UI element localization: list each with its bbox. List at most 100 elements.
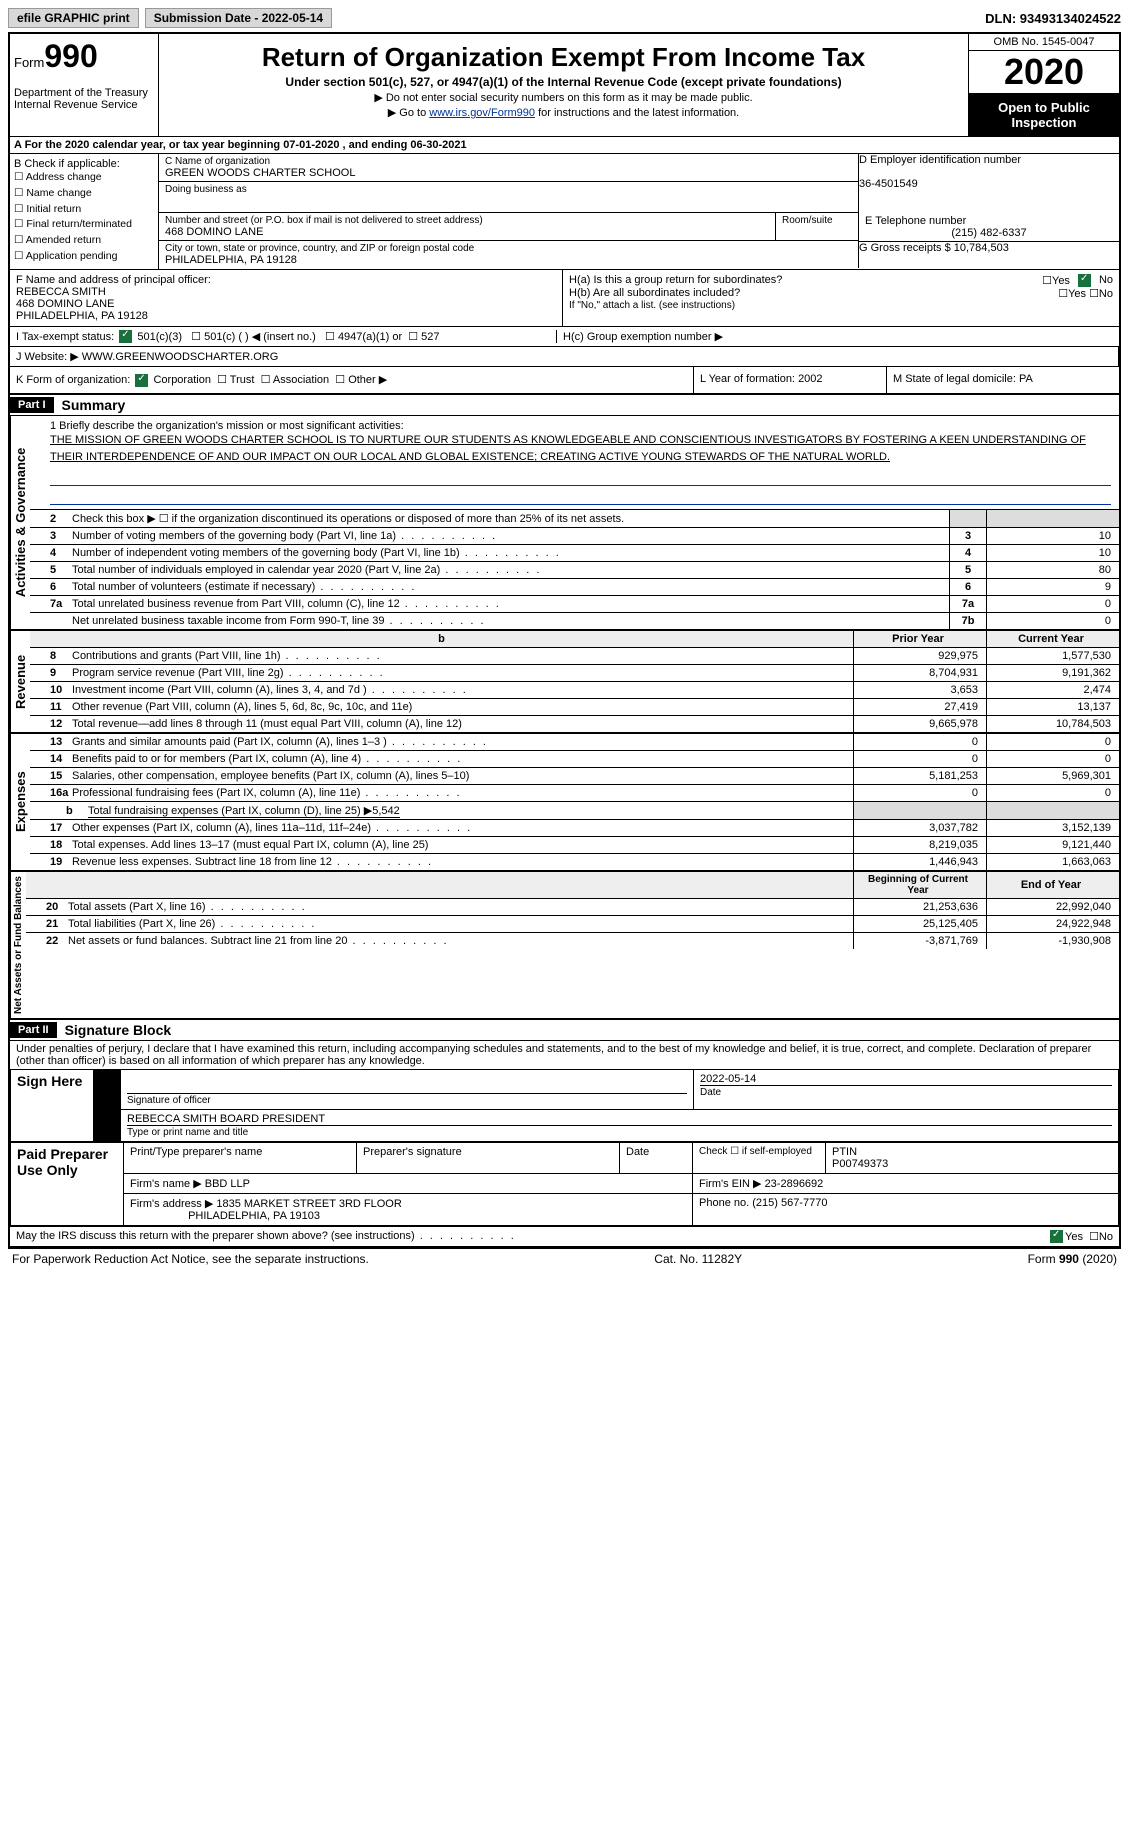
website-url: WWW.GREENWOODSCHARTER.ORG: [82, 351, 279, 363]
f-h-row: F Name and address of principal officer:…: [10, 269, 1119, 326]
line-num: 6: [50, 581, 72, 593]
gov-side-label: Activities & Governance: [10, 416, 30, 629]
k-label: K Form of organization:: [16, 374, 130, 386]
line-num: 22: [46, 935, 68, 947]
goto-line: ▶ Go to www.irs.gov/Form990 for instruct…: [165, 106, 962, 119]
check-self: Check ☐ if self-employed: [693, 1142, 826, 1173]
ck-initial: Initial return: [26, 203, 81, 215]
signature-block: Under penalties of perjury, I declare th…: [10, 1043, 1119, 1247]
m-label: M State of legal domicile:: [893, 373, 1016, 385]
phone: (215) 482-6337: [865, 227, 1113, 239]
opt-4947: 4947(a)(1) or: [338, 331, 402, 343]
hc-label: H(c) Group exemption number ▶: [556, 330, 1113, 343]
curr-val: 0: [987, 750, 1120, 767]
k-other: Other ▶: [348, 374, 387, 386]
line-num: 14: [50, 753, 72, 765]
exp-table: 13Grants and similar amounts paid (Part …: [30, 734, 1119, 870]
footer-num: 990: [1059, 1252, 1079, 1266]
ck-address: Address change: [26, 171, 102, 183]
line-label: Salaries, other compensation, employee b…: [72, 770, 469, 782]
line-label: Other revenue (Part VIII, column (A), li…: [72, 701, 412, 713]
line-label: Net assets or fund balances. Subtract li…: [68, 935, 449, 947]
j-label: J Website: ▶: [16, 351, 79, 363]
opt-501c: 501(c) ( ) ◀ (insert no.): [204, 331, 316, 343]
part1-header: Part I Summary: [10, 393, 1119, 416]
irs-label: Internal Revenue Service: [14, 99, 138, 111]
box-b-title: B Check if applicable:: [14, 158, 154, 170]
line-num: 16a: [50, 787, 72, 799]
501c3-checked: [119, 330, 132, 343]
footer: For Paperwork Reduction Act Notice, see …: [8, 1248, 1121, 1269]
line-num: 9: [50, 667, 72, 679]
open-inspection: Open to Public Inspection: [969, 94, 1119, 136]
dba-label: Doing business as: [165, 184, 852, 195]
line-num: 5: [50, 564, 72, 576]
firm-ein-label: Firm's EIN ▶: [699, 1178, 762, 1190]
irs-link[interactable]: www.irs.gov/Form990: [429, 107, 535, 119]
prior-val: 9,665,978: [854, 715, 987, 732]
end-val: 22,992,040: [987, 898, 1120, 915]
th-end: End of Year: [987, 872, 1120, 899]
curr-val: 3,152,139: [987, 819, 1120, 836]
curr-val: 9,121,440: [987, 836, 1120, 853]
line-val: 10: [987, 527, 1120, 544]
line-label: Number of independent voting members of …: [72, 547, 561, 559]
ck-name: Name change: [26, 187, 91, 199]
box-f: F Name and address of principal officer:…: [10, 270, 563, 326]
firm-name-label: Firm's name ▶: [130, 1178, 202, 1190]
line-label: Benefits paid to or for members (Part IX…: [72, 753, 462, 765]
prior-val: 5,181,253: [854, 767, 987, 784]
paid-prep-table: Paid Preparer Use Only Print/Type prepar…: [10, 1142, 1119, 1226]
revenue-section: Revenue bPrior YearCurrent Year 8Contrib…: [10, 631, 1119, 734]
curr-val: 2,474: [987, 681, 1120, 698]
city: PHILADELPHIA, PA 19128: [165, 254, 852, 266]
line-num: 11: [50, 701, 72, 713]
line-label: Total number of volunteers (estimate if …: [72, 581, 416, 593]
line-box: 7b: [950, 612, 987, 629]
footer-year: (2020): [1082, 1252, 1117, 1266]
line-num: 21: [46, 918, 68, 930]
opt-527: 527: [421, 331, 439, 343]
year-formation: 2002: [798, 373, 822, 385]
box-c: C Name of organization GREEN WOODS CHART…: [159, 154, 1119, 269]
street-label: Number and street (or P.O. box if mail i…: [165, 215, 769, 226]
l-label: L Year of formation:: [700, 373, 795, 385]
curr-val: 10,784,503: [987, 715, 1120, 732]
efile-label[interactable]: efile GRAPHIC print: [8, 8, 139, 28]
form-title-box: Return of Organization Exempt From Incom…: [159, 34, 969, 136]
year-box: OMB No. 1545-0047 2020 Open to Public In…: [969, 34, 1119, 136]
th-current: Current Year: [987, 631, 1120, 648]
line-num: 17: [50, 822, 72, 834]
ein: 36-4501549: [859, 178, 1119, 190]
line-label: Total expenses. Add lines 13–17 (must eq…: [72, 839, 428, 851]
sign-here-table: Sign Here Signature of officer 2022-05-1…: [10, 1069, 1119, 1142]
line-box: 7a: [950, 595, 987, 612]
tax-year: 2020: [969, 51, 1119, 94]
na-side-label: Net Assets or Fund Balances: [10, 872, 26, 1018]
firm-addr1: 1835 MARKET STREET 3RD FLOOR: [216, 1198, 401, 1210]
prior-val: 27,419: [854, 698, 987, 715]
curr-val: 1,577,530: [987, 647, 1120, 664]
sig-officer-label: Signature of officer: [127, 1093, 687, 1106]
f-label: F Name and address of principal officer:: [16, 274, 211, 286]
line-label: Investment income (Part VIII, column (A)…: [72, 684, 468, 696]
line-num: 19: [50, 856, 72, 868]
k-assoc: Association: [273, 374, 329, 386]
firm-ein: 23-2896692: [765, 1178, 824, 1190]
line-label: Professional fundraising fees (Part IX, …: [72, 787, 462, 799]
mission-text: THE MISSION OF GREEN WOODS CHARTER SCHOO…: [50, 432, 1111, 467]
box-b: B Check if applicable: ☐ Address change …: [10, 154, 159, 269]
line-label: Check this box ▶ ☐ if the organization d…: [72, 513, 624, 525]
officer-name-title: REBECCA SMITH BOARD PRESIDENT: [127, 1113, 1112, 1125]
begin-val: 25,125,405: [854, 915, 987, 932]
phone-label: Phone no.: [699, 1197, 749, 1209]
line-label: Contributions and grants (Part VIII, lin…: [72, 650, 382, 662]
line-val: 0: [987, 595, 1120, 612]
discuss-label: May the IRS discuss this return with the…: [16, 1230, 1048, 1244]
line-label: Total liabilities (Part X, line 26): [68, 918, 316, 930]
line-box: 4: [950, 544, 987, 561]
prep-phone: (215) 567-7770: [752, 1197, 827, 1209]
line-label: Revenue less expenses. Subtract line 18 …: [72, 856, 433, 868]
omb-number: OMB No. 1545-0047: [969, 34, 1119, 51]
street: 468 DOMINO LANE: [165, 226, 769, 238]
